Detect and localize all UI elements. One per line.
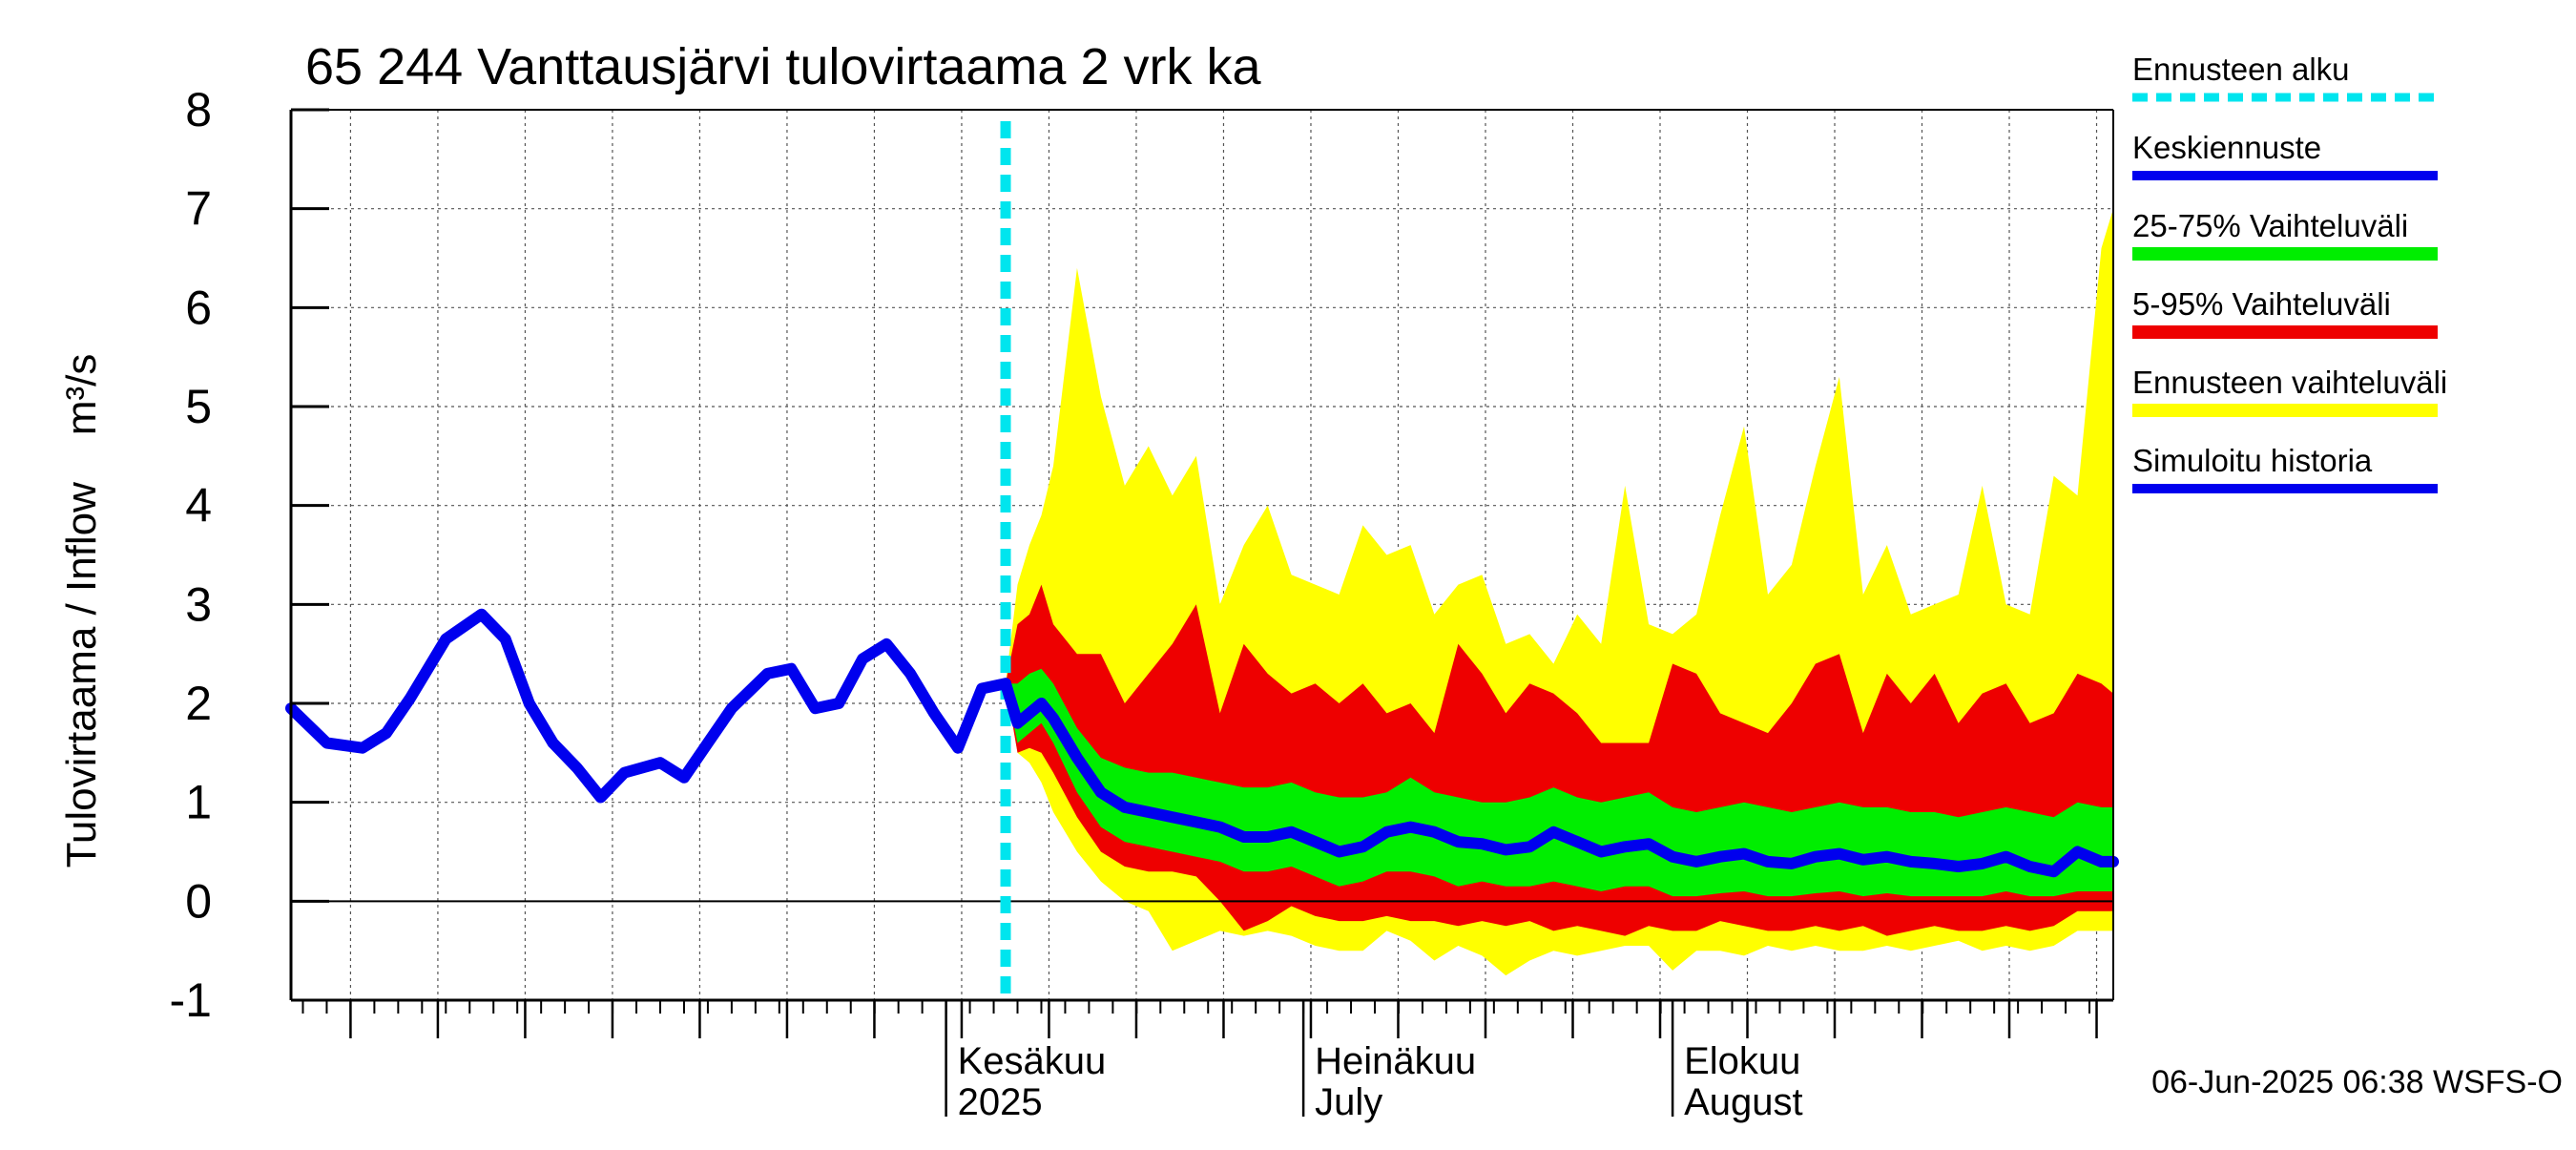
month-label-top: Heinäkuu: [1315, 1040, 1476, 1082]
y-tick-label: 6: [185, 281, 212, 334]
y-tick-label: 4: [185, 479, 212, 533]
y-tick-label: 7: [185, 182, 212, 236]
y-tick-label: 5: [185, 380, 212, 433]
y-tick-label: 1: [185, 776, 212, 829]
y-tick-label: 8: [185, 83, 212, 136]
legend-label: Ennusteen vaihteluväli: [2132, 365, 2447, 400]
month-label-bottom: August: [1684, 1081, 1803, 1123]
month-label-top: Kesäkuu: [958, 1040, 1107, 1082]
plot-frame: [289, 109, 2114, 1002]
legend: Ennusteen alku Keskiennuste 25-75% Vaihtel…: [2132, 52, 2447, 493]
series-lines: [285, 121, 2119, 1000]
legend-swatch: [2132, 247, 2438, 261]
legend-label: Ennusteen alku: [2132, 52, 2350, 87]
history-line: [285, 608, 1011, 804]
legend-label: 5-95% Vaihteluväli: [2132, 286, 2391, 322]
y-tick-labels: -1 0 1 2 3 4 5 6 7 8: [170, 83, 329, 1027]
legend-swatch: [2132, 325, 2438, 339]
y-tick-label: 0: [185, 874, 212, 928]
legend-label: Keskiennuste: [2132, 130, 2321, 165]
x-axis-ticks: [301, 1000, 2098, 1038]
month-label-bottom: 2025: [958, 1081, 1043, 1123]
month-label-top: Elokuu: [1684, 1040, 1800, 1082]
median-forecast-line: [1000, 678, 2119, 878]
month-label-bottom: July: [1315, 1081, 1382, 1123]
chart-title: 65 244 Vanttausjärvi tulovirtaama 2 vrk …: [305, 38, 1261, 95]
legend-swatch: [2132, 404, 2438, 417]
legend-label: Simuloitu historia: [2132, 443, 2373, 478]
y-tick-label: 2: [185, 677, 212, 730]
footer-timestamp: 06-Jun-2025 06:38 WSFS-O: [2151, 1064, 2563, 1100]
legend-label: 25-75% Vaihteluväli: [2132, 208, 2408, 243]
y-axis-label: Tulovirtaama / Inflow m³/s: [58, 354, 105, 868]
y-tick-label: -1: [170, 973, 212, 1027]
y-tick-label: 3: [185, 577, 212, 631]
